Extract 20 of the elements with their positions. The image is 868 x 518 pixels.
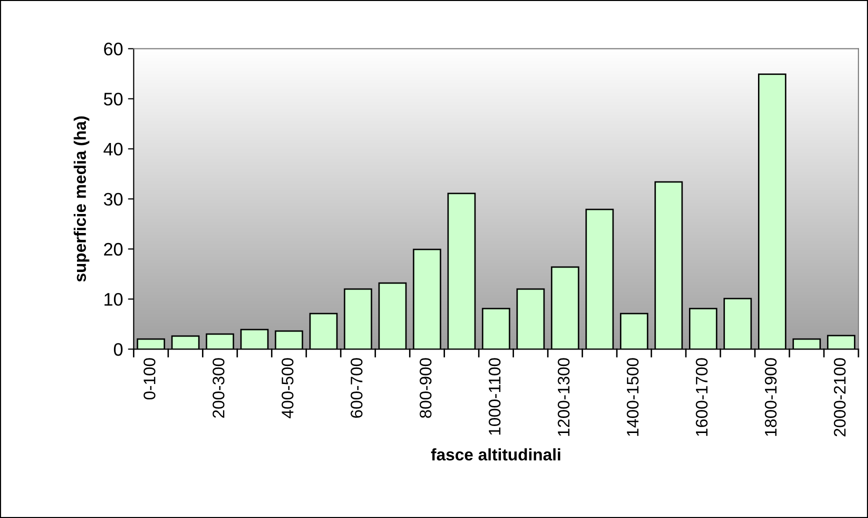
y-tick-label: 0 [114,343,123,356]
x-axis-title: fasce altitudinali [431,448,560,461]
y-axis-title: superficie media (ha) [74,116,90,282]
y-tick-label: 30 [104,192,123,206]
x-tick-label: 400-500 [282,358,294,418]
x-tick-label: 2000-2100 [834,358,846,436]
x-tick-label: 200-300 [212,358,224,418]
y-tick-label: 10 [104,292,123,306]
x-tick-label: 800-900 [420,358,432,418]
y-tick-label: 50 [104,92,123,106]
x-tick-label: 1600-1700 [696,358,708,436]
x-tick-label: 1200-1300 [558,358,570,436]
y-tick-label: 60 [104,42,123,56]
y-tick-label: 40 [104,142,123,156]
x-tick-label: 600-700 [350,358,362,418]
x-tick-label: 1800-1900 [764,358,777,436]
x-tick-label: 1000-1100 [488,358,501,435]
x-tick-label: 1400-1500 [626,358,639,436]
y-tick-label: 20 [104,242,123,256]
x-tick-label: 0-100 [144,358,156,400]
